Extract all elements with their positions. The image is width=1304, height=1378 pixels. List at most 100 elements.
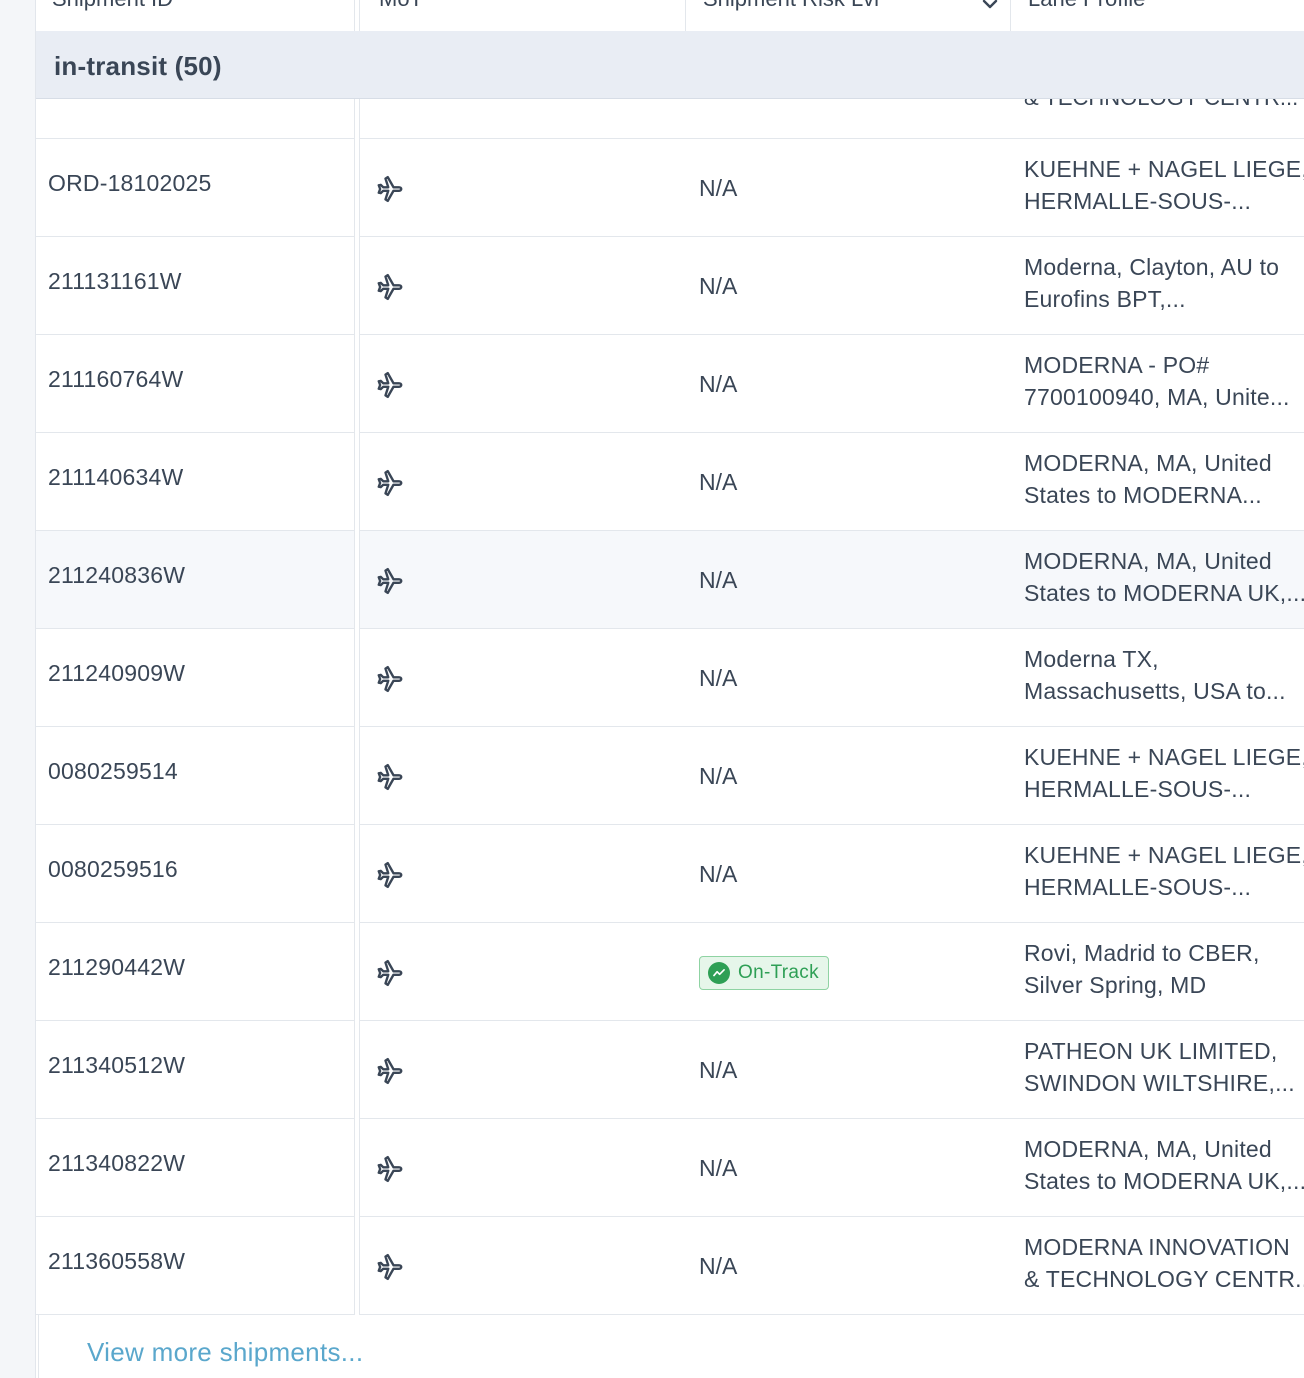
table-row[interactable]: 211290442W On-Track Rovi, Madrid to CBER, S… — [36, 923, 1304, 1021]
table-header: Shipment ID MoT Shipment Risk Lvl Lane P… — [36, 0, 1304, 30]
lane-profile-cell: KUEHNE + NAGEL LIEGE, HERMALLE-SOUS-... — [1024, 741, 1304, 805]
lane-profile-line: KUEHNE + NAGEL LIEGE, — [1024, 842, 1304, 868]
column-header-mot[interactable]: MoT — [379, 0, 423, 12]
shipment-id-cell: 211340822W — [48, 1150, 186, 1176]
table-row[interactable]: 211340822W N/A MODERNA, MA, United States t… — [36, 1119, 1304, 1217]
lane-profile-line: Rovi, Madrid to CBER, — [1024, 940, 1260, 966]
table-row[interactable]: ORD-18102025 N/A KUEHNE + NAGEL LIEGE, HERM… — [36, 139, 1304, 237]
lane-profile-line: MODERNA, MA, United — [1024, 548, 1272, 574]
lane-profile-line: MODERNA - PO# — [1024, 352, 1210, 378]
airplane-icon — [375, 370, 405, 400]
risk-level-cell: N/A — [699, 175, 738, 201]
lane-profile-line: HERMALLE-SOUS-... — [1024, 188, 1252, 214]
risk-level-cell: N/A — [699, 1057, 738, 1083]
group-label: in-transit (50) — [54, 51, 222, 81]
airplane-icon — [375, 468, 405, 498]
shipment-id-cell: 211240836W — [48, 562, 186, 588]
lane-profile-line: Massachusetts, USA to... — [1024, 678, 1286, 704]
lane-profile-line: HERMALLE-SOUS-... — [1024, 776, 1252, 802]
group-header-in-transit[interactable]: in-transit (50) — [36, 31, 1304, 99]
table-row[interactable]: 211240836W N/A MODERNA, MA, United States t… — [36, 531, 1304, 629]
airplane-icon — [375, 566, 405, 596]
table-row[interactable]: 211131161W N/A Moderna, Clayton, AU to Euro… — [36, 237, 1304, 335]
lane-profile-line: Moderna TX, — [1024, 646, 1159, 672]
shipment-id-cell: 211131161W — [48, 268, 182, 294]
risk-level-cell: N/A — [699, 1155, 738, 1181]
column-divider — [685, 0, 686, 31]
chevron-down-icon[interactable] — [980, 0, 1000, 14]
shipment-id-cell: 211360558W — [48, 1248, 186, 1274]
shipment-id-cell: 211340512W — [48, 1052, 186, 1078]
lane-profile-line: KUEHNE + NAGEL LIEGE, — [1024, 156, 1304, 182]
lane-profile-line: & TECHNOLOGY CENTR... — [1024, 1266, 1304, 1292]
status-badge: On-Track — [699, 956, 829, 990]
lane-profile-line: Moderna, Clayton, AU to — [1024, 254, 1280, 280]
lane-profile-cell: MODERNA, MA, United States to MODERNA UK,… — [1024, 1133, 1304, 1197]
risk-level-cell: N/A — [699, 469, 738, 495]
lane-profile-cell: Moderna, Clayton, AU to Eurofins BPT,... — [1024, 251, 1304, 315]
lane-profile-line: Silver Spring, MD — [1024, 972, 1207, 998]
airplane-icon — [375, 1056, 405, 1086]
table-row[interactable]: 211340512W N/A PATHEON UK LIMITED, SWINDON … — [36, 1021, 1304, 1119]
lane-profile-cell: KUEHNE + NAGEL LIEGE, HERMALLE-SOUS-... — [1024, 153, 1304, 217]
risk-level-cell: N/A — [699, 861, 738, 887]
trend-up-icon — [708, 962, 730, 984]
column-divider[interactable] — [354, 0, 360, 31]
table-row[interactable]: 211160764W N/A MODERNA - PO# 7700100940, MA… — [36, 335, 1304, 433]
lane-profile-cell: Rovi, Madrid to CBER, Silver Spring, MD — [1024, 937, 1304, 1001]
table-row[interactable]: 0080259514 N/A KUEHNE + NAGEL LIEGE, HERMAL… — [36, 727, 1304, 825]
status-badge-label: On-Track — [738, 962, 819, 983]
shipments-table: Shipment ID MoT Shipment Risk Lvl Lane P… — [36, 0, 1304, 1378]
lane-profile-line: States to MODERNA UK,... — [1024, 580, 1304, 606]
table-row[interactable]: & TECHNOLOGY CENTR... — [36, 99, 1304, 139]
column-header-lane-profile[interactable]: Lane Profile — [1028, 0, 1145, 12]
column-divider — [1010, 0, 1011, 31]
lane-profile-line: 7700100940, MA, Unite... — [1024, 384, 1290, 410]
shipment-id-cell: ORD-18102025 — [48, 170, 212, 196]
shipment-id-cell: 211160764W — [48, 366, 184, 392]
lane-profile-cell: PATHEON UK LIMITED, SWINDON WILTSHIRE,... — [1024, 1035, 1304, 1099]
column-header-risk-level[interactable]: Shipment Risk Lvl — [703, 0, 879, 12]
airplane-icon — [375, 272, 405, 302]
lane-profile-line: MODERNA INNOVATION — [1024, 1234, 1290, 1260]
lane-profile-cell: Moderna TX, Massachusetts, USA to... — [1024, 643, 1304, 707]
airplane-icon — [375, 1252, 405, 1282]
view-more-shipments-link[interactable]: View more shipments... — [87, 1337, 364, 1367]
lane-profile-line: MODERNA, MA, United — [1024, 1136, 1272, 1162]
airplane-icon — [375, 958, 405, 988]
lane-profile-line: States to MODERNA... — [1024, 482, 1262, 508]
shipment-id-cell: 0080259514 — [48, 758, 178, 784]
lane-profile-line: PATHEON UK LIMITED, — [1024, 1038, 1278, 1064]
column-divider[interactable] — [354, 99, 360, 1315]
risk-level-cell: N/A — [699, 763, 738, 789]
lane-profile-cell: MODERNA INNOVATION & TECHNOLOGY CENTR... — [1024, 1231, 1304, 1295]
airplane-icon — [375, 860, 405, 890]
airplane-icon — [375, 762, 405, 792]
airplane-icon — [375, 664, 405, 694]
table-row[interactable]: 211140634W N/A MODERNA, MA, United States t… — [36, 433, 1304, 531]
table-row[interactable]: 0080259516 N/A KUEHNE + NAGEL LIEGE, HERMAL… — [36, 825, 1304, 923]
table-row[interactable]: 211360558W N/A MODERNA INNOVATION & TECHNOL… — [36, 1217, 1304, 1315]
lane-profile-cell: MODERNA, MA, United States to MODERNA... — [1024, 447, 1304, 511]
risk-level-cell: N/A — [699, 567, 738, 593]
risk-level-cell: N/A — [699, 1253, 738, 1279]
lane-profile-cell: KUEHNE + NAGEL LIEGE, HERMALLE-SOUS-... — [1024, 839, 1304, 903]
risk-level-cell: N/A — [699, 665, 738, 691]
table-row[interactable]: 211240909W N/A Moderna TX, Massachusetts, U… — [36, 629, 1304, 727]
lane-profile-line: SWINDON WILTSHIRE,... — [1024, 1070, 1295, 1096]
lane-profile-line: Eurofins BPT,... — [1024, 286, 1186, 312]
lane-profile-line: MODERNA, MA, United — [1024, 450, 1272, 476]
lane-profile-cell: & TECHNOLOGY CENTR... — [1024, 99, 1298, 111]
airplane-icon — [375, 1154, 405, 1184]
airplane-icon — [375, 174, 405, 204]
risk-level-cell: N/A — [699, 273, 738, 299]
risk-level-cell: N/A — [699, 371, 738, 397]
lane-profile-cell: MODERNA, MA, United States to MODERNA UK,… — [1024, 545, 1304, 609]
lane-profile-line: HERMALLE-SOUS-... — [1024, 874, 1252, 900]
lane-profile-cell: MODERNA - PO# 7700100940, MA, Unite... — [1024, 349, 1304, 413]
shipment-id-cell: 211140634W — [48, 464, 184, 490]
table-footer: View more shipments... — [38, 1315, 1304, 1378]
lane-profile-line: States to MODERNA UK,... — [1024, 1168, 1304, 1194]
column-header-shipment-id[interactable]: Shipment ID — [52, 0, 173, 12]
lane-profile-line: KUEHNE + NAGEL LIEGE, — [1024, 744, 1304, 770]
